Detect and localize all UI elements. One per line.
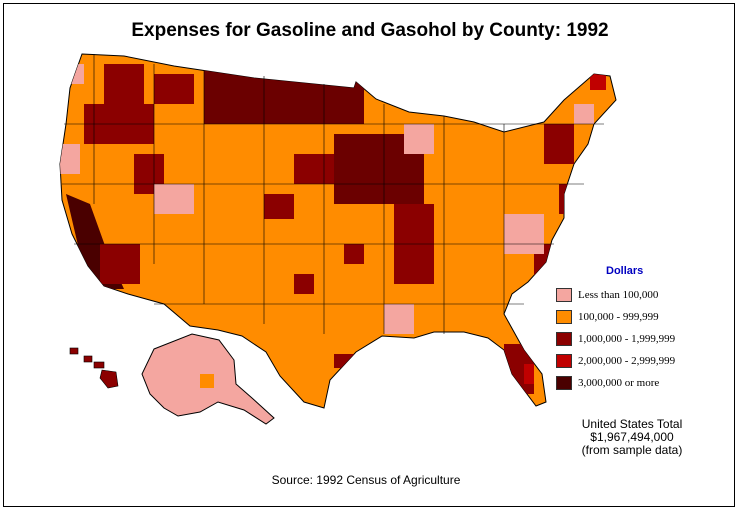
- legend-label: 100,000 - 999,999: [578, 311, 659, 323]
- legend-label: Less than 100,000: [578, 289, 659, 301]
- alaska-orange-patch: [200, 374, 214, 388]
- legend-item: 1,000,000 - 1,999,999: [556, 328, 716, 350]
- hawaii: [69, 347, 119, 389]
- legend-swatch: [556, 376, 572, 390]
- source-note: Source: 1992 Census of Agriculture: [271, 473, 461, 487]
- legend-item: 3,000,000 or more: [556, 372, 716, 394]
- state-borders: [62, 54, 604, 334]
- contiguous-us: [59, 53, 617, 409]
- legend-swatch: [556, 288, 572, 302]
- legend-label: 2,000,000 - 2,999,999: [578, 355, 676, 367]
- legend-label: 3,000,000 or more: [578, 377, 660, 389]
- legend-swatch: [556, 354, 572, 368]
- legend-item: Less than 100,000: [556, 284, 716, 306]
- total-line3: (from sample data): [581, 443, 683, 457]
- total-line1: United States Total: [581, 417, 683, 431]
- legend-label: 1,000,000 - 1,999,999: [578, 333, 676, 345]
- legend-item: 100,000 - 999,999: [556, 306, 716, 328]
- legend-title: Dollars: [606, 265, 644, 277]
- legend-item: 2,000,000 - 2,999,999: [556, 350, 716, 372]
- us-total: United States Total $1,967,494,000 (from…: [552, 418, 712, 457]
- map-frame: Expenses for Gasoline and Gasohol by Cou…: [3, 3, 735, 507]
- legend-swatch: [556, 310, 572, 324]
- total-line2: $1,967,494,000: [590, 430, 674, 444]
- us-county-map: [59, 53, 617, 425]
- legend: Dollars Less than 100,000 100,000 - 999,…: [556, 265, 716, 394]
- legend-swatch: [556, 332, 572, 346]
- map-title: Expenses for Gasoline and Gasohol by Cou…: [131, 20, 609, 41]
